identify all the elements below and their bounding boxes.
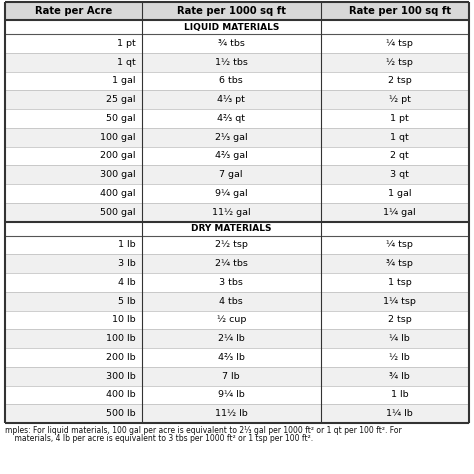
Text: 1 lb: 1 lb xyxy=(391,391,409,400)
Bar xyxy=(5,34,469,53)
Text: ½ lb: ½ lb xyxy=(389,353,410,362)
Text: ¼ tsp: ¼ tsp xyxy=(386,240,413,249)
Text: 1 pt: 1 pt xyxy=(391,114,409,123)
Text: materials, 4 lb per acre is equivalent to 3 tbs per 1000 ft² or 1 tsp per 100 ft: materials, 4 lb per acre is equivalent t… xyxy=(5,434,313,443)
Text: 9¼ gal: 9¼ gal xyxy=(215,189,247,198)
Text: 7 lb: 7 lb xyxy=(222,372,240,381)
Bar xyxy=(5,184,469,203)
Text: 50 gal: 50 gal xyxy=(106,114,136,123)
Text: Rate per 1000 sq ft: Rate per 1000 sq ft xyxy=(177,6,286,16)
Bar xyxy=(5,273,469,292)
Text: 300 gal: 300 gal xyxy=(100,170,136,179)
Bar xyxy=(5,329,469,348)
Bar xyxy=(5,367,469,385)
Text: 10 lb: 10 lb xyxy=(112,315,136,324)
Text: ½ tsp: ½ tsp xyxy=(386,58,413,67)
Bar xyxy=(5,53,469,72)
Bar xyxy=(5,221,469,236)
Text: 2 tsp: 2 tsp xyxy=(388,315,411,324)
Text: 4⅓ pt: 4⅓ pt xyxy=(217,95,245,104)
Text: 300 lb: 300 lb xyxy=(106,372,136,381)
Bar xyxy=(5,348,469,367)
Bar xyxy=(5,109,469,128)
Bar xyxy=(5,165,469,184)
Text: ¾ lb: ¾ lb xyxy=(389,372,410,381)
Text: 500 lb: 500 lb xyxy=(106,409,136,418)
Text: ¼ tsp: ¼ tsp xyxy=(386,39,413,48)
Text: 200 lb: 200 lb xyxy=(106,353,136,362)
Text: 2½ tsp: 2½ tsp xyxy=(215,240,247,249)
Text: 1¼ gal: 1¼ gal xyxy=(383,208,416,217)
Text: 400 lb: 400 lb xyxy=(106,391,136,400)
Text: ½ cup: ½ cup xyxy=(217,315,246,324)
Bar xyxy=(5,2,469,20)
Bar xyxy=(5,128,469,146)
Text: 1¼ lb: 1¼ lb xyxy=(386,409,413,418)
Text: 1 qt: 1 qt xyxy=(117,58,136,67)
Text: 400 gal: 400 gal xyxy=(100,189,136,198)
Text: ¾ tbs: ¾ tbs xyxy=(218,39,245,48)
Text: ¼ lb: ¼ lb xyxy=(389,334,410,343)
Bar xyxy=(5,310,469,329)
Text: 4⅔ lb: 4⅔ lb xyxy=(218,353,245,362)
Text: 1 qt: 1 qt xyxy=(391,133,409,142)
Text: 4 lb: 4 lb xyxy=(118,278,136,287)
Text: LIQUID MATERIALS: LIQUID MATERIALS xyxy=(183,22,279,31)
Text: 1 gal: 1 gal xyxy=(112,76,136,85)
Bar xyxy=(5,72,469,90)
Text: mples: For liquid materials, 100 gal per acre is equivalent to 2⅓ gal per 1000 f: mples: For liquid materials, 100 gal per… xyxy=(5,426,402,435)
Text: Rate per 100 sq ft: Rate per 100 sq ft xyxy=(349,6,451,16)
Text: 1 pt: 1 pt xyxy=(117,39,136,48)
Text: 9¼ lb: 9¼ lb xyxy=(218,391,245,400)
Text: 1 gal: 1 gal xyxy=(388,189,411,198)
Bar xyxy=(5,385,469,404)
Text: 1 tsp: 1 tsp xyxy=(388,278,411,287)
Text: 2 tsp: 2 tsp xyxy=(388,76,411,85)
Text: 2¼ tbs: 2¼ tbs xyxy=(215,259,247,268)
Bar xyxy=(5,236,469,254)
Text: 6 tbs: 6 tbs xyxy=(219,76,243,85)
Bar xyxy=(5,254,469,273)
Text: 4⅔ qt: 4⅔ qt xyxy=(217,114,245,123)
Text: 3 qt: 3 qt xyxy=(390,170,409,179)
Text: ½ pt: ½ pt xyxy=(389,95,410,104)
Bar xyxy=(5,404,469,423)
Text: 2¼ lb: 2¼ lb xyxy=(218,334,245,343)
Text: 100 gal: 100 gal xyxy=(100,133,136,142)
Text: 2⅓ gal: 2⅓ gal xyxy=(215,133,247,142)
Text: 1¼ tsp: 1¼ tsp xyxy=(383,297,416,306)
Bar xyxy=(5,292,469,310)
Text: 4 tbs: 4 tbs xyxy=(219,297,243,306)
Text: 4⅔ gal: 4⅔ gal xyxy=(215,151,247,160)
Text: 3 tbs: 3 tbs xyxy=(219,278,243,287)
Bar xyxy=(5,203,469,221)
Text: 200 gal: 200 gal xyxy=(100,151,136,160)
Text: 7 gal: 7 gal xyxy=(219,170,243,179)
Text: 3 lb: 3 lb xyxy=(118,259,136,268)
Text: ¾ tsp: ¾ tsp xyxy=(386,259,413,268)
Bar xyxy=(5,146,469,165)
Text: 500 gal: 500 gal xyxy=(100,208,136,217)
Text: DRY MATERIALS: DRY MATERIALS xyxy=(191,224,272,233)
Text: 5 lb: 5 lb xyxy=(118,297,136,306)
Bar xyxy=(5,90,469,109)
Text: 100 lb: 100 lb xyxy=(106,334,136,343)
Text: 25 gal: 25 gal xyxy=(106,95,136,104)
Text: Rate per Acre: Rate per Acre xyxy=(35,6,112,16)
Text: 11½ lb: 11½ lb xyxy=(215,409,247,418)
Bar xyxy=(5,20,469,34)
Text: 11½ gal: 11½ gal xyxy=(212,208,251,217)
Text: 1 lb: 1 lb xyxy=(118,240,136,249)
Text: 1½ tbs: 1½ tbs xyxy=(215,58,247,67)
Text: 2 qt: 2 qt xyxy=(391,151,409,160)
